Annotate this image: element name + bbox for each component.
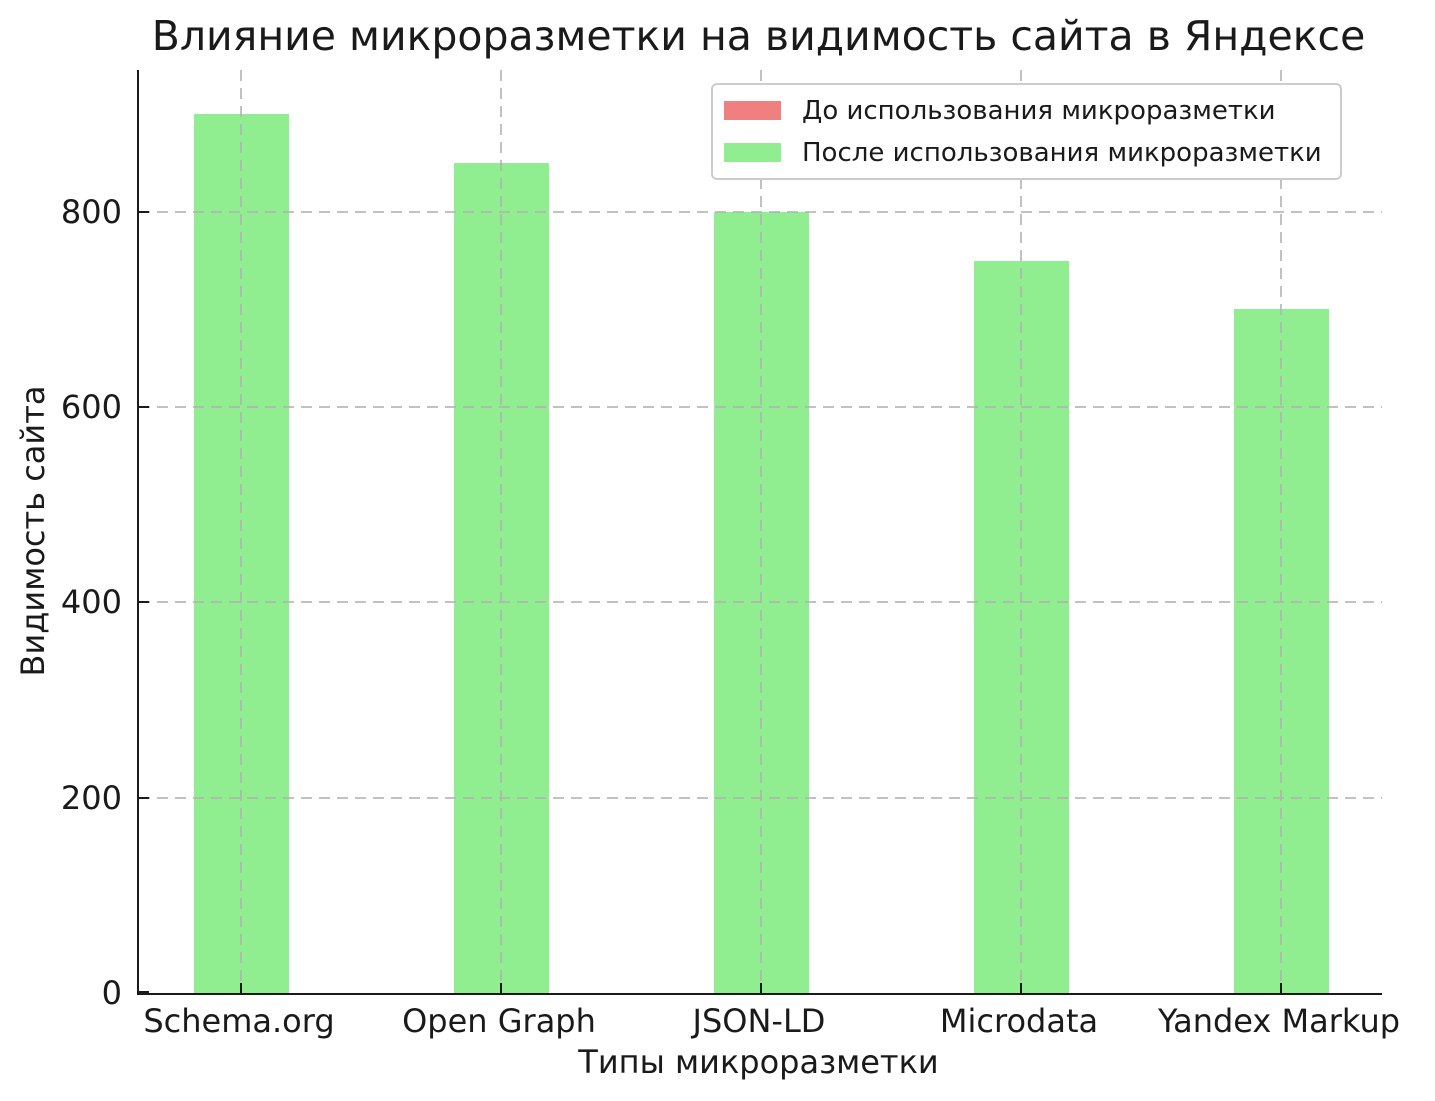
y-tick-label-600: 600	[60, 388, 122, 426]
x-tick-label-yandex-markup: Yandex Markup	[1157, 1002, 1401, 1040]
tick-marks-layer	[139, 70, 1382, 993]
grid-layer	[139, 70, 1382, 993]
x-tick-microdata	[1020, 983, 1022, 993]
x-tick-schema-org	[240, 983, 242, 993]
y-tick-label-200: 200	[60, 778, 122, 817]
x-tick-json-ld	[760, 983, 762, 993]
y-tick-600	[139, 406, 149, 408]
legend-item-after: После использования микроразметки	[724, 136, 1322, 169]
legend-item-before: До использования микроразметки	[724, 94, 1322, 127]
y-tick-label-0: 0	[101, 974, 122, 1012]
y-tick-800	[139, 210, 149, 213]
y-tick-label-400: 400	[60, 583, 122, 622]
x-tick-label-open-graph: Open Graph	[402, 1002, 596, 1040]
legend-label-before: До использования микроразметки	[802, 95, 1276, 126]
x-tick-label-microdata: Microdata	[939, 1002, 1099, 1040]
y-tick-200	[139, 796, 149, 799]
gridline-x-open-graph	[500, 70, 502, 993]
x-axis-label: Типы микроразметки	[578, 1043, 939, 1081]
x-tick-label-json-ld: JSON-LD	[692, 1002, 826, 1040]
gridline-x-json-ld	[760, 70, 762, 993]
y-axis-label: Видимость сайта	[14, 385, 52, 677]
plot-area	[137, 70, 1382, 995]
y-tick-400	[139, 601, 149, 604]
legend: До использования микроразметки После исп…	[711, 83, 1342, 180]
gridline-x-microdata	[1020, 70, 1022, 993]
gridline-x-schema-org	[240, 70, 242, 993]
y-tick-0	[139, 991, 149, 993]
chart-title: Влияние микроразметки на видимость сайта…	[151, 12, 1366, 60]
legend-swatch-before-icon	[724, 101, 781, 120]
gridline-x-yandex-markup	[1280, 70, 1282, 993]
legend-label-after: После использования микроразметки	[802, 137, 1322, 168]
x-tick-label-schema-org: Schema.org	[143, 1002, 335, 1040]
y-tick-label-800: 800	[60, 192, 122, 231]
legend-swatch-after-icon	[724, 143, 781, 162]
x-tick-open-graph	[500, 983, 502, 993]
x-tick-yandex-markup	[1280, 983, 1282, 993]
